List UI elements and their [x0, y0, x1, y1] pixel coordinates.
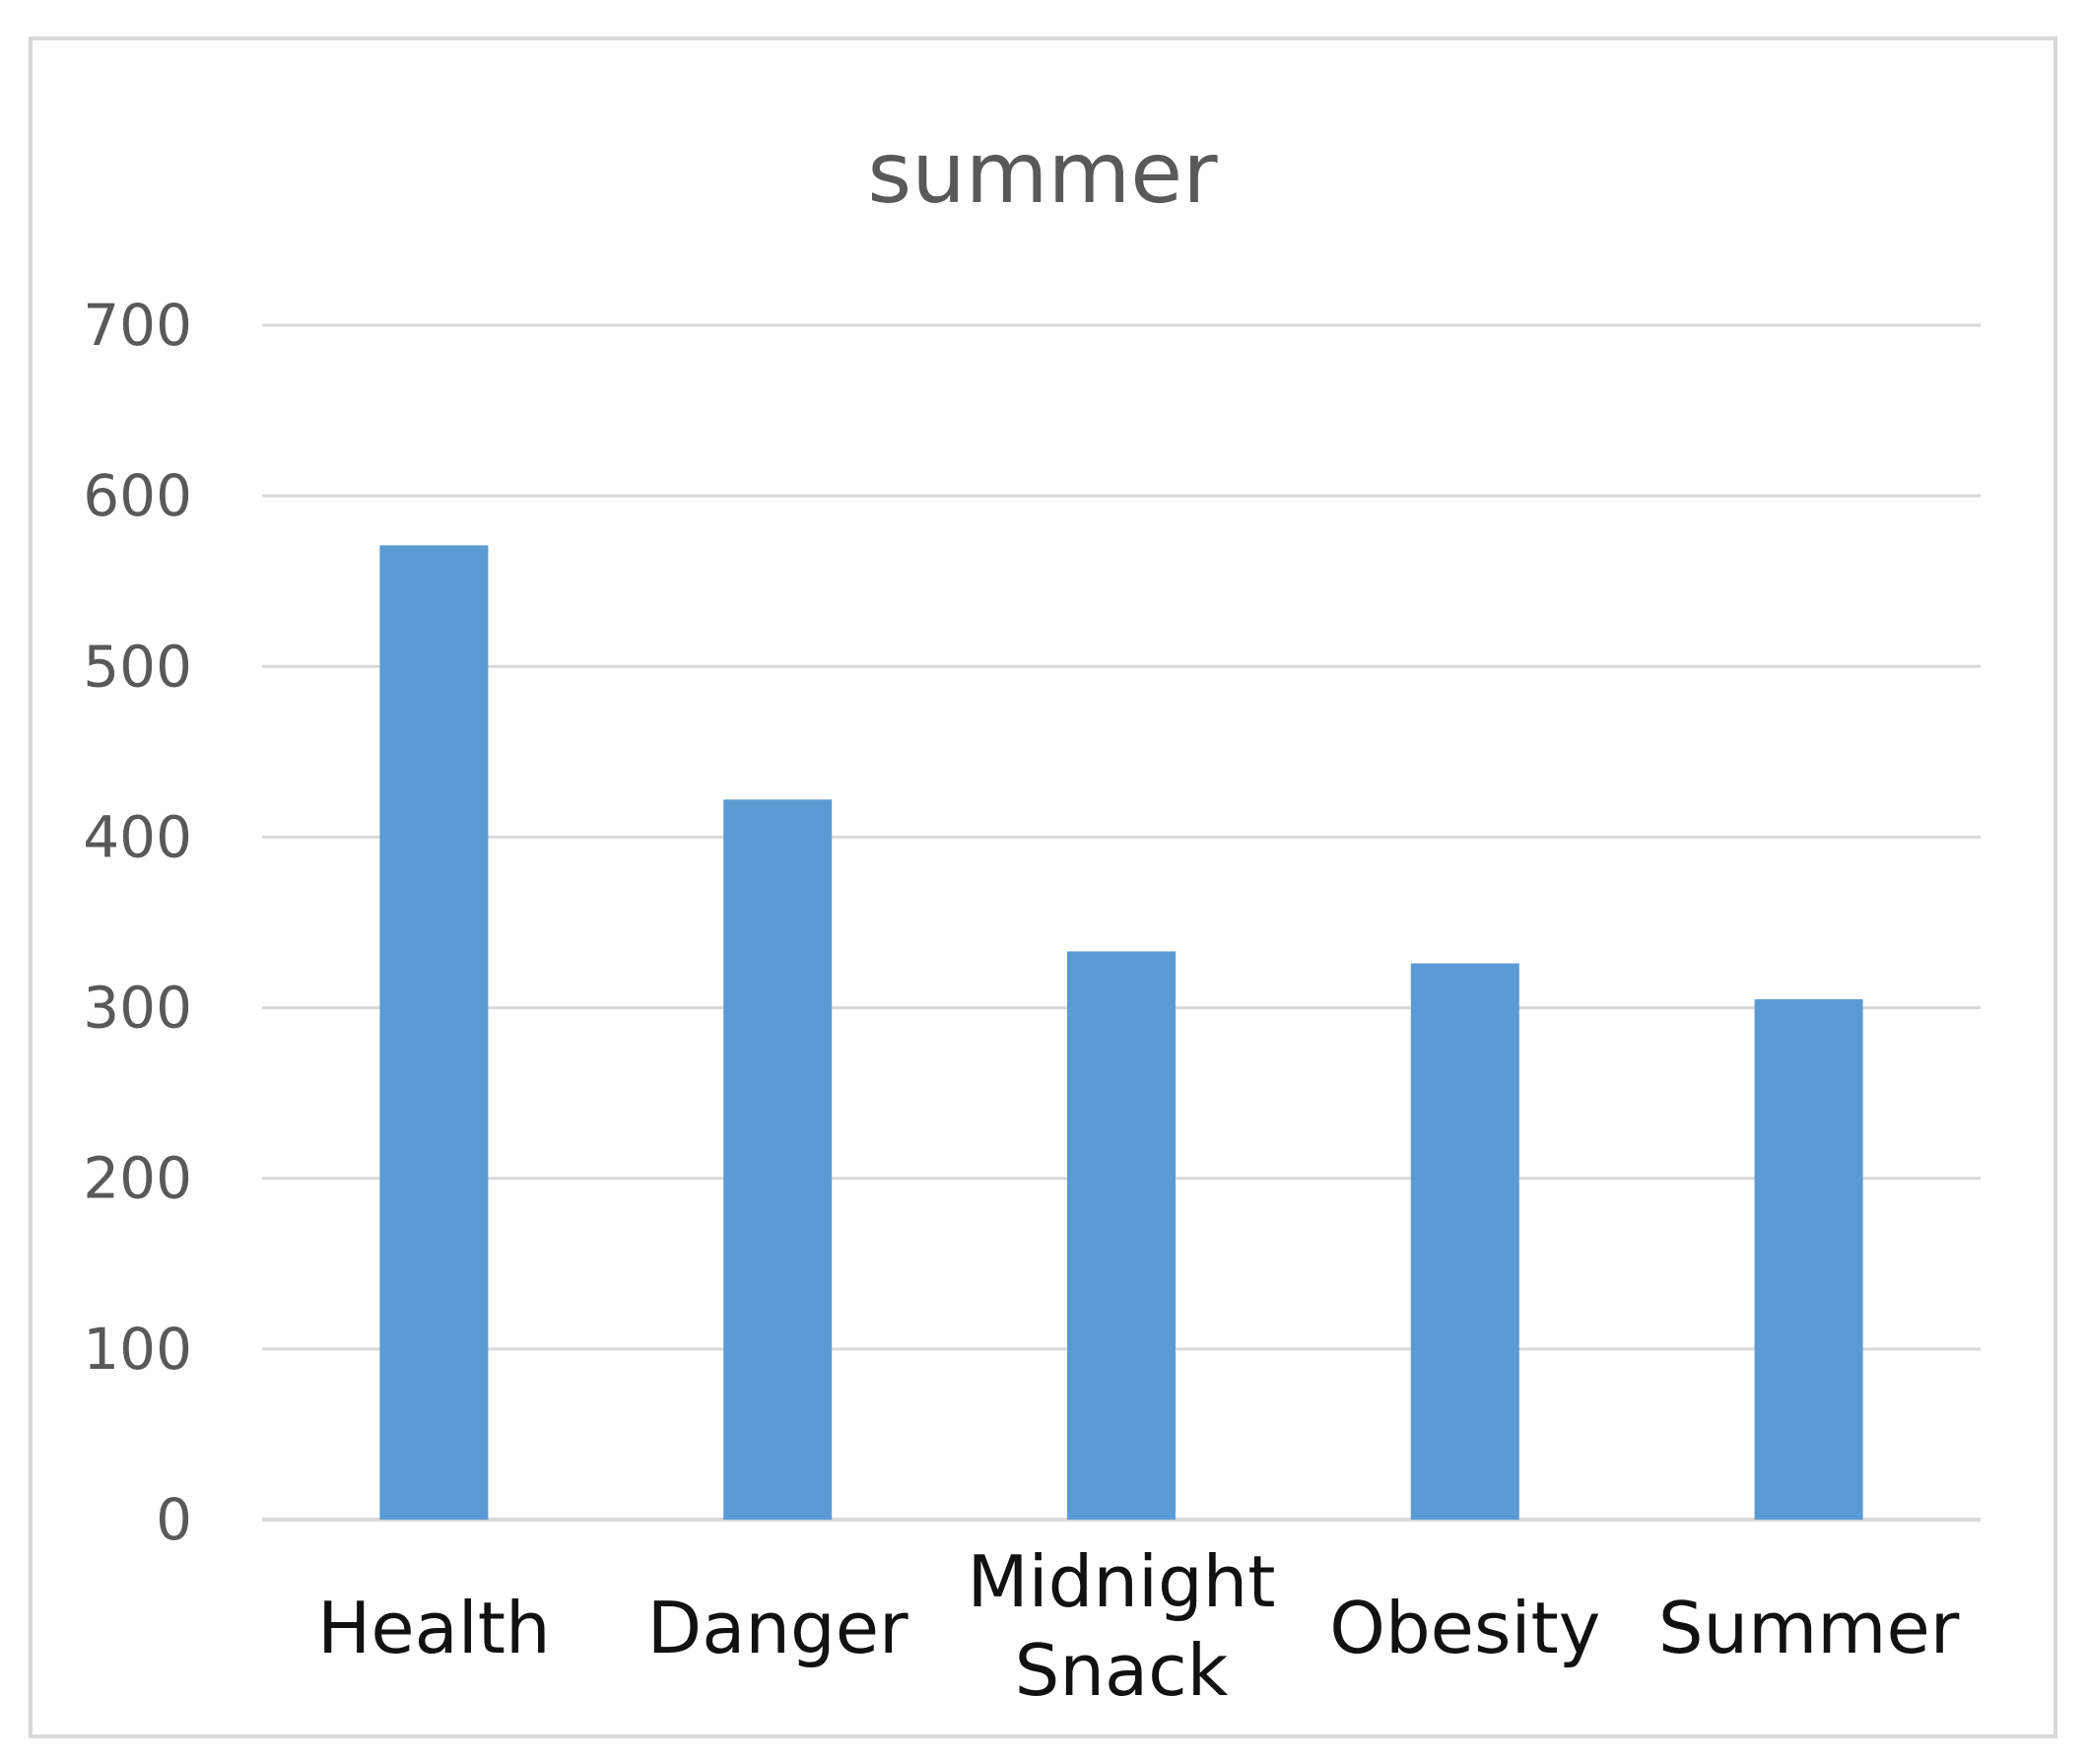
- x-tick-label: Obesity: [1329, 1587, 1600, 1669]
- x-tick-label-line: Summer: [1658, 1587, 1960, 1669]
- bars: [379, 545, 1863, 1520]
- y-tick-label: 600: [83, 462, 192, 529]
- y-tick-label: 200: [83, 1145, 192, 1212]
- y-tick-label: 100: [83, 1316, 192, 1383]
- bar-obesity: [1410, 963, 1519, 1520]
- bar-midnight-snack: [1067, 951, 1176, 1520]
- x-tick-label-line: Health: [317, 1587, 550, 1669]
- bar-danger: [723, 799, 833, 1520]
- x-axis-ticks: Health Danger Midnight Snack Obesity Summer: [317, 1540, 1960, 1712]
- bar-health: [379, 545, 489, 1520]
- x-tick-label: Summer: [1658, 1587, 1960, 1669]
- y-tick-label: 700: [83, 292, 192, 359]
- chart-frame: [29, 36, 2057, 1738]
- y-axis-ticks: 0 100 200 300 400 500 600 700: [83, 292, 192, 1553]
- gridlines: [262, 323, 1981, 1522]
- bar-summer: [1754, 998, 1863, 1520]
- y-tick-label: 300: [83, 975, 192, 1042]
- y-tick-label: 500: [83, 633, 192, 700]
- x-tick-label-line: Snack: [1015, 1629, 1229, 1712]
- y-tick-label: 0: [156, 1486, 192, 1553]
- x-tick-label: Midnight Snack: [967, 1540, 1275, 1712]
- x-tick-label-line: Obesity: [1329, 1587, 1600, 1669]
- x-tick-label: Danger: [647, 1587, 908, 1669]
- x-tick-label: Health: [317, 1587, 550, 1669]
- x-tick-label-line: Midnight: [967, 1540, 1275, 1623]
- x-tick-label-line: Danger: [647, 1587, 908, 1669]
- y-tick-label: 400: [83, 803, 192, 870]
- chart-title: summer: [867, 124, 1218, 223]
